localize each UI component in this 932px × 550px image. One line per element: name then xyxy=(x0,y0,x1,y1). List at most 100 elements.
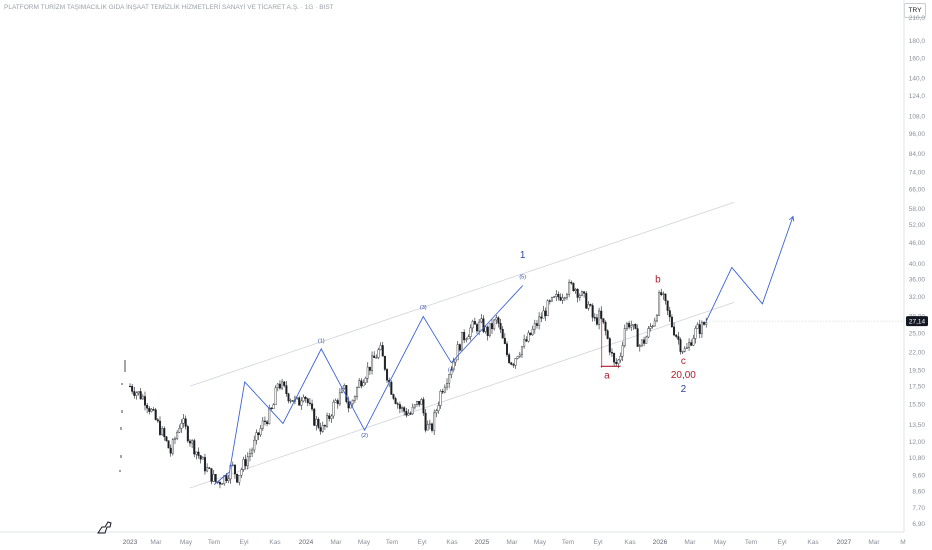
candle-body xyxy=(396,403,399,405)
candle-body xyxy=(298,397,301,406)
candle-body xyxy=(276,383,279,389)
candle-body xyxy=(315,418,318,426)
candle-body xyxy=(201,457,204,460)
candle-body xyxy=(227,478,230,481)
candle-body xyxy=(424,412,427,431)
candle-body xyxy=(578,295,581,298)
candle-body xyxy=(223,475,226,484)
candle-body xyxy=(334,400,337,403)
candle-body xyxy=(516,356,519,359)
candle-body xyxy=(167,440,170,449)
candle-body xyxy=(386,369,389,381)
wave-label: (1) xyxy=(318,338,325,344)
candle-body xyxy=(589,304,592,306)
candle-body xyxy=(546,300,549,317)
candle-body xyxy=(289,400,292,402)
candle-body xyxy=(595,317,598,325)
candle-body xyxy=(212,474,215,482)
candle-body xyxy=(328,415,331,419)
candle-body xyxy=(630,325,633,328)
candle-body xyxy=(486,326,489,336)
candle-body xyxy=(165,436,168,441)
candle-body xyxy=(240,469,243,476)
candle-body xyxy=(565,294,568,299)
candle-body xyxy=(634,324,637,329)
candle-body xyxy=(638,345,641,347)
y-tick-label: 25,00 xyxy=(909,330,926,337)
y-tick-label: 8,60 xyxy=(912,489,925,496)
candle-body xyxy=(368,366,371,371)
candle-body xyxy=(598,310,601,325)
candle-body xyxy=(523,339,526,347)
candle-body xyxy=(300,400,303,406)
x-tick-label: M xyxy=(900,539,905,546)
candle-body xyxy=(484,326,487,332)
candle-body xyxy=(688,342,691,348)
x-tick-label: Eyl xyxy=(777,539,787,546)
candle-body xyxy=(632,324,635,326)
candle-body xyxy=(497,317,500,324)
last-price-badge xyxy=(906,316,928,327)
candle-body xyxy=(401,407,404,409)
candle-body xyxy=(683,348,686,352)
candle-body xyxy=(570,282,573,284)
x-tick-label: Mar xyxy=(868,539,880,546)
candle-body xyxy=(272,404,275,410)
last-price-label: 27,14 xyxy=(909,318,926,325)
x-tick-label: Tem xyxy=(386,539,398,546)
candle-body xyxy=(143,396,146,406)
candle-body xyxy=(426,424,429,431)
candle-body xyxy=(306,398,309,404)
x-tick-label: May xyxy=(714,539,727,546)
candle-body xyxy=(550,297,553,302)
candle-body xyxy=(458,344,461,351)
candle-body xyxy=(700,322,703,334)
x-tick-label: Kas xyxy=(807,539,819,546)
candle-body xyxy=(533,323,536,330)
candle-body xyxy=(572,282,575,292)
candle-body xyxy=(705,322,708,325)
candle-body xyxy=(323,425,326,427)
candle-body xyxy=(242,459,245,470)
candle-body xyxy=(152,409,155,411)
symbol-title: PLATFORM TURİZM TAŞIMACILIK GIDA İNŞAAT … xyxy=(4,4,334,11)
candle-body xyxy=(649,326,652,329)
candle-body xyxy=(330,415,333,419)
candle-body xyxy=(169,447,172,454)
x-tick-label: May xyxy=(358,539,371,546)
candle-body xyxy=(383,356,386,370)
candle-body xyxy=(128,385,131,388)
candle-body xyxy=(606,330,609,339)
candle-body xyxy=(407,413,410,416)
candle-body xyxy=(640,339,643,346)
candle-body xyxy=(456,344,459,361)
candle-body xyxy=(443,386,446,393)
candle-body xyxy=(379,345,382,350)
candle-body xyxy=(253,440,256,451)
candle-body xyxy=(437,405,440,411)
x-tick-label: 2025 xyxy=(475,539,490,546)
projection-line xyxy=(705,216,794,322)
y-tick-label: 140,0 xyxy=(909,75,926,82)
candle-body xyxy=(139,391,142,400)
candle-body xyxy=(525,339,528,342)
candle-body xyxy=(535,323,538,326)
candle-body xyxy=(636,328,639,347)
candle-body xyxy=(248,453,251,458)
candle-body xyxy=(555,293,558,297)
wave-label: (3) xyxy=(420,305,427,311)
wave-label-major: b xyxy=(655,275,661,286)
candle-body xyxy=(499,322,502,330)
candle-body xyxy=(643,339,646,344)
candle-body xyxy=(476,324,479,332)
candle-body xyxy=(452,361,455,371)
candle-body xyxy=(538,316,541,326)
candle-body xyxy=(133,391,136,396)
candle-body xyxy=(553,296,556,298)
candle-body xyxy=(347,401,350,409)
x-tick-label: May xyxy=(534,539,547,546)
x-tick-label: Tem xyxy=(745,539,757,546)
candle-body xyxy=(343,385,346,389)
y-tick-label: 7,70 xyxy=(912,505,925,512)
